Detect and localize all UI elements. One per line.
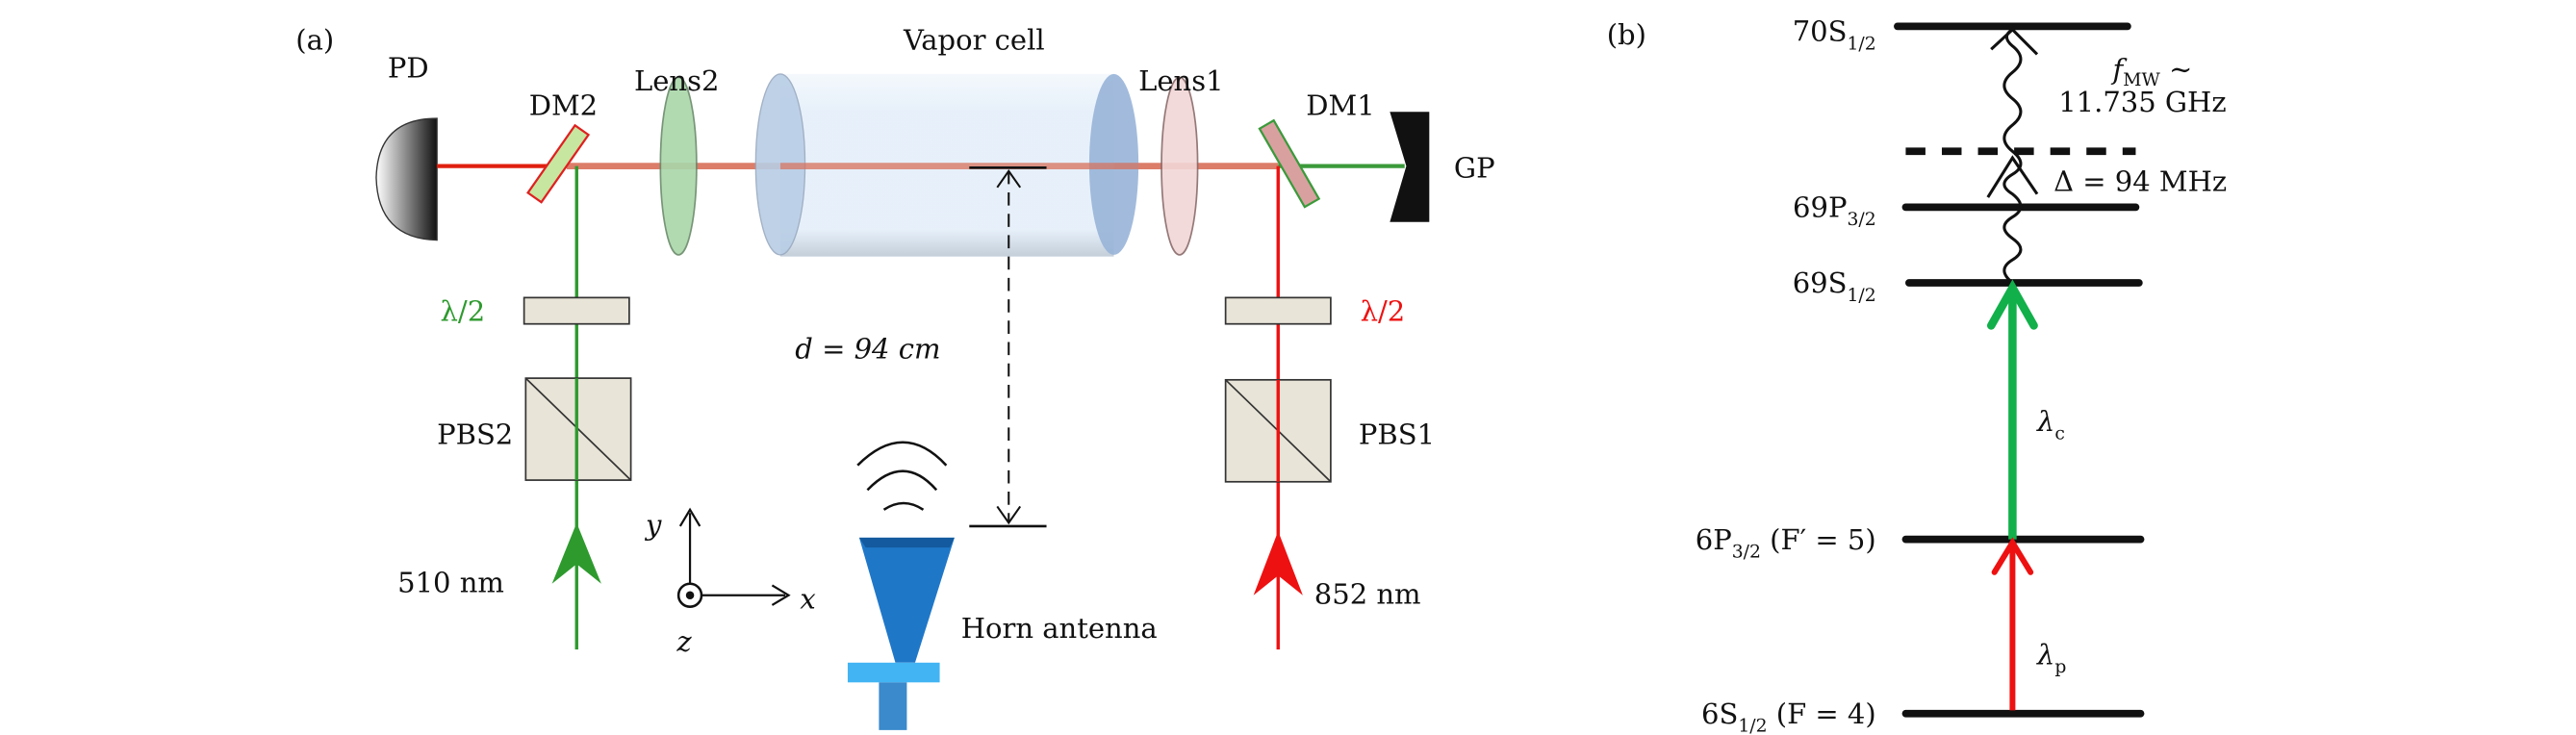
distance-arrow-up-icon (996, 168, 1022, 189)
pbs-2 (524, 377, 632, 481)
mw-frequency-value: 11.735 GHz (2058, 86, 2226, 118)
half-wave-left-label: λ/2 (441, 294, 486, 327)
wavelength-510-label: 510 nm (397, 566, 504, 598)
axis-z-label: z (676, 625, 692, 658)
label-69p: 69P3/2 (1793, 191, 1876, 231)
gp-label: GP (1454, 152, 1495, 185)
detuning-label: Δ = 94 MHz (2053, 165, 2227, 197)
mw-arrowhead-detuned-icon (1986, 155, 2039, 198)
panel-b: (b) 70S1/2 69P3/2 69S1/2 6P3/2 (F′ = 5) … (1607, 15, 2227, 735)
photodetector-icon (375, 117, 438, 241)
pbs2-label: PBS2 (437, 418, 513, 450)
distance-label: d = 94 cm (795, 333, 940, 366)
label-70s: 70S1/2 (1793, 15, 1876, 55)
lens2-label: Lens2 (634, 64, 719, 97)
pbs-1 (1224, 378, 1332, 483)
pd-label: PD (388, 51, 429, 84)
lens1-label: Lens1 (1138, 64, 1223, 97)
level-labels: 70S1/2 69P3/2 69S1/2 6P3/2 (F′ = 5) 6S1/… (1696, 15, 1876, 735)
pbs1-label: PBS1 (1359, 418, 1435, 450)
coordinate-axes-icon (676, 507, 791, 608)
probe-input-arrow-icon (1253, 531, 1303, 596)
vapor-cell-label: Vapor cell (903, 23, 1045, 56)
energy-levels (1894, 22, 2145, 718)
dichroic-mirror-2 (526, 123, 591, 204)
mw-arrowhead-top-icon (1990, 27, 2039, 56)
wavelength-852-label: 852 nm (1314, 577, 1421, 610)
coupling-arrowhead-icon (1986, 279, 2038, 330)
axis-x-label: x (800, 582, 815, 615)
lens-2 (659, 76, 698, 256)
lens-1 (1160, 76, 1199, 256)
coupling-label: λc (2036, 405, 2065, 444)
probe-arrowhead-icon (1991, 537, 2034, 575)
glass-plate-beam-dump (1390, 112, 1430, 222)
panel-a-tag: (a) (295, 23, 334, 56)
microwave-wavy-transition (2002, 28, 2023, 285)
horn-antenna-icon (847, 537, 955, 730)
dm2-label: DM2 (529, 89, 598, 122)
probe-label: λp (2036, 638, 2066, 677)
label-6s: 6S1/2 (F = 4) (1701, 697, 1876, 735)
panel-a: (a) PD DM2 Lens2 Vapor cell Lens1 DM1 (295, 23, 1495, 730)
distance-arrow-down-icon (996, 505, 1022, 525)
mw-frequency-symbol: fMW ∼ (2111, 53, 2193, 90)
half-wave-plate-right (1224, 296, 1332, 325)
dm1-label: DM1 (1306, 89, 1374, 122)
half-wave-plate-left (523, 296, 630, 325)
horn-antenna-label: Horn antenna (961, 612, 1158, 645)
axis-y-label: y (644, 508, 662, 541)
label-6p: 6P3/2 (F′ = 5) (1696, 523, 1876, 563)
microwave-waves-icon (856, 441, 948, 511)
half-wave-right-label: λ/2 (1361, 294, 1406, 327)
dichroic-mirror-1 (1258, 118, 1321, 209)
label-69s: 69S1/2 (1793, 266, 1876, 306)
coupling-input-arrow-icon (551, 522, 601, 584)
vapor-cell (754, 73, 1139, 257)
panel-b-tag: (b) (1607, 18, 1646, 51)
